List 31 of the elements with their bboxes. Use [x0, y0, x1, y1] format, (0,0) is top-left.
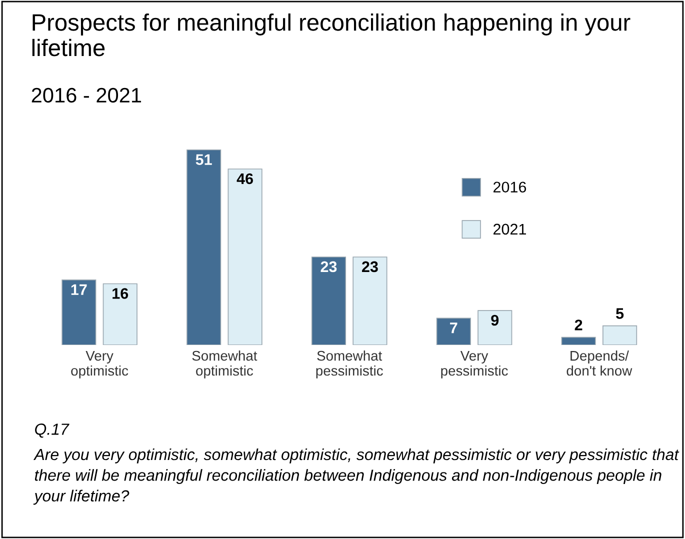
x-tick-label: Very pessimistic: [441, 351, 508, 378]
data-label: 7: [450, 322, 458, 334]
data-label: 23: [320, 261, 337, 272]
data-label: 9: [491, 314, 499, 326]
x-tick-label: Somewhat pessimistic: [316, 350, 383, 378]
bar: [352, 256, 388, 345]
bar: [186, 149, 222, 345]
data-label: 2: [574, 320, 582, 330]
bar: [602, 325, 638, 345]
data-label: 23: [362, 261, 378, 272]
bar: [561, 336, 596, 345]
x-tick-label: Very optimistic: [71, 351, 128, 378]
x-tick-label: Depends/ don't know: [566, 350, 632, 376]
data-label: 46: [236, 173, 253, 184]
legend-label: 2021: [494, 224, 526, 235]
data-label: 5: [616, 308, 624, 319]
chart-subtitle: 2016 - 2021: [32, 88, 142, 103]
bar: [436, 318, 471, 345]
x-tick-label: Somewhat optimistic: [192, 350, 258, 378]
legend-label: 2016: [494, 182, 526, 193]
chart-title: Prospects for meaningful reconciliation happening in your lifetime: [32, 13, 630, 56]
bar: [478, 310, 512, 345]
text: Q.17: [35, 424, 70, 438]
bar: [228, 168, 262, 345]
data-label: 16: [112, 288, 128, 299]
bar: [62, 280, 96, 345]
text: Are you very optimistic, somewhat optimistic, somewhat pessimistic or very pessimistic that there will be meaningful reconciliation between Indigenous and non-Indigenous people in your lifetime?: [33, 448, 680, 505]
bar: [102, 283, 138, 345]
data-label: 51: [196, 154, 212, 166]
bar: [311, 256, 346, 345]
data-label: 17: [71, 284, 87, 295]
